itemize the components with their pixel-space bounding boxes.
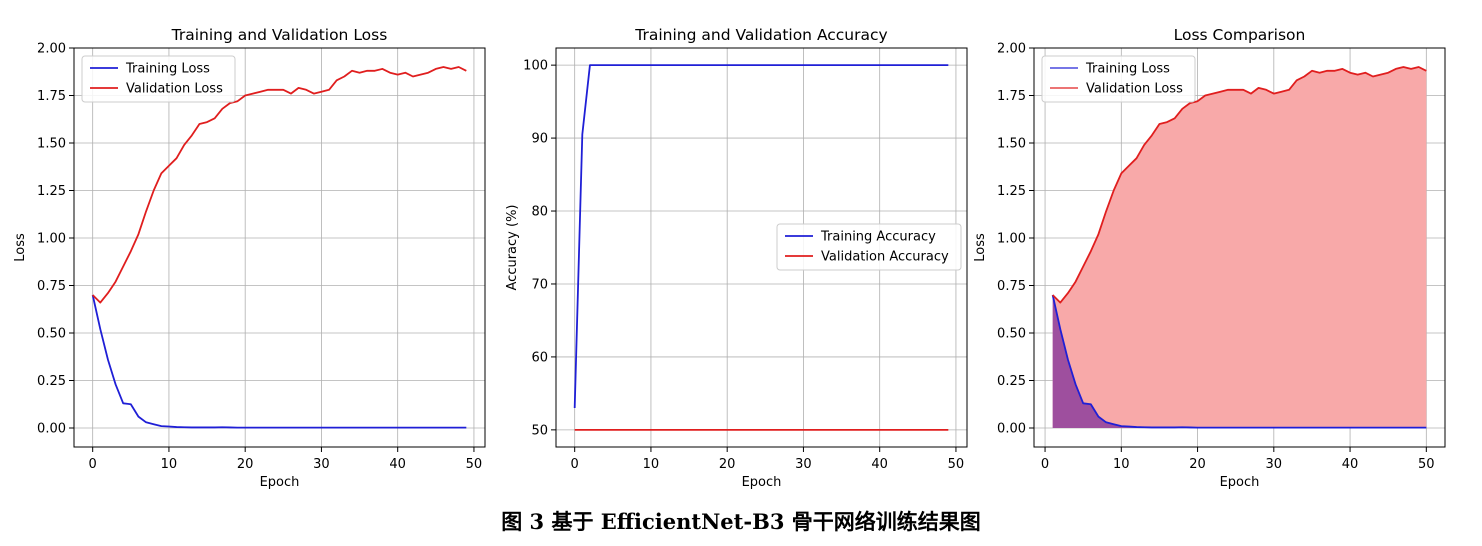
chart-title: Training and Validation Loss bbox=[171, 26, 388, 44]
chart-title: Training and Validation Accuracy bbox=[634, 26, 887, 44]
legend: Training Loss Validation Loss bbox=[1041, 55, 1196, 103]
legend-box bbox=[81, 55, 236, 103]
legend-label-validation: Validation Accuracy bbox=[821, 250, 949, 265]
y-tick-label: 0.25 bbox=[997, 374, 1026, 389]
y-tick-label: 2.00 bbox=[37, 42, 66, 57]
y-tick-label: 1.00 bbox=[997, 232, 1026, 247]
x-tick-label: 10 bbox=[643, 457, 660, 472]
y-tick-label: 90 bbox=[531, 132, 548, 147]
y-tick-label: 1.75 bbox=[37, 89, 66, 104]
y-tick-label: 100 bbox=[523, 59, 548, 74]
x-tick-label: 30 bbox=[795, 457, 812, 472]
x-axis-label: Epoch bbox=[742, 475, 782, 490]
series-line-training bbox=[1051, 294, 1427, 429]
figure-caption: 图 3 基于 EfficientNet-B3 骨干网络训练结果图 bbox=[501, 509, 981, 534]
legend-label-training: Training Accuracy bbox=[820, 230, 936, 245]
plot-frame bbox=[1033, 47, 1446, 448]
legend-label-training: Training Loss bbox=[125, 62, 210, 77]
legend: Training Accuracy Validation Accuracy bbox=[776, 223, 962, 271]
chart-panel-3: Loss Comparison 0 10 20 30 40 50 0.00 0.25 0.50 0.… bbox=[973, 26, 1446, 490]
y-axis-label: Accuracy (%) bbox=[505, 205, 520, 291]
chart-panel-1: Training and Validation Loss 0 10 20 30 40 50 0… bbox=[13, 26, 486, 490]
legend-box bbox=[776, 223, 962, 271]
y-tick-label: 1.25 bbox=[37, 184, 66, 199]
y-tick-label: 0.50 bbox=[37, 327, 66, 342]
x-tick-label: 20 bbox=[237, 457, 254, 472]
y-tick-label: 80 bbox=[531, 205, 548, 220]
x-tick-label: 20 bbox=[1189, 457, 1206, 472]
y-tick-label: 0.25 bbox=[37, 374, 66, 389]
area-fill-training bbox=[1052, 295, 1427, 428]
y-tick-label: 2.00 bbox=[997, 42, 1026, 57]
y-tick-label: 1.75 bbox=[997, 89, 1026, 104]
y-tick-label: 0.00 bbox=[997, 422, 1026, 437]
y-tick-label: 60 bbox=[531, 350, 548, 365]
x-tick-label: 0 bbox=[1041, 457, 1049, 472]
x-tick-label: 50 bbox=[948, 457, 965, 472]
legend: Training Loss Validation Loss bbox=[81, 55, 236, 103]
y-tick-label: 1.50 bbox=[997, 137, 1026, 152]
y-tick-label: 0.50 bbox=[997, 327, 1026, 342]
x-tick-label: 40 bbox=[1342, 457, 1359, 472]
y-tick-label: 0.75 bbox=[37, 279, 66, 294]
y-tick-label: 1.25 bbox=[997, 184, 1026, 199]
y-axis-label: Loss bbox=[973, 233, 988, 262]
y-axis-label: Loss bbox=[13, 233, 28, 262]
x-tick-label: 0 bbox=[571, 457, 579, 472]
figure: Training and Validation Loss 0 10 20 30 40 50 0… bbox=[13, 26, 1446, 490]
x-tick-label: 0 bbox=[89, 457, 97, 472]
series-line-training bbox=[91, 294, 467, 429]
y-tick-label: 1.50 bbox=[37, 137, 66, 152]
x-tick-label: 30 bbox=[1266, 457, 1283, 472]
area-fill-validation bbox=[1052, 67, 1427, 428]
series-line-validation bbox=[1052, 66, 1427, 304]
y-tick-label: 0.00 bbox=[37, 422, 66, 437]
x-tick-label: 30 bbox=[313, 457, 330, 472]
plot-frame bbox=[73, 47, 486, 448]
legend-label-training: Training Loss bbox=[1085, 62, 1170, 77]
x-axis-label: Epoch bbox=[260, 475, 300, 490]
x-tick-label: 10 bbox=[161, 457, 178, 472]
series-line-training bbox=[573, 64, 949, 409]
plot-frame bbox=[555, 47, 968, 448]
x-tick-label: 40 bbox=[871, 457, 888, 472]
legend-label-validation: Validation Loss bbox=[126, 82, 223, 97]
x-axis-label: Epoch bbox=[1220, 475, 1260, 490]
y-tick-label: 70 bbox=[531, 277, 548, 292]
x-tick-label: 40 bbox=[389, 457, 406, 472]
x-tick-label: 50 bbox=[1418, 457, 1435, 472]
y-tick-label: 0.75 bbox=[997, 279, 1026, 294]
x-tick-label: 20 bbox=[719, 457, 736, 472]
y-tick-label: 1.00 bbox=[37, 232, 66, 247]
x-tick-label: 50 bbox=[466, 457, 483, 472]
chart-title: Loss Comparison bbox=[1174, 26, 1306, 44]
series-line-validation bbox=[92, 66, 467, 304]
chart-panel-2: Training and Validation Accuracy 0 10 20 30 4… bbox=[505, 26, 968, 490]
x-tick-label: 10 bbox=[1113, 457, 1130, 472]
y-tick-label: 50 bbox=[531, 423, 548, 438]
legend-label-validation: Validation Loss bbox=[1086, 82, 1183, 97]
legend-box bbox=[1041, 55, 1196, 103]
